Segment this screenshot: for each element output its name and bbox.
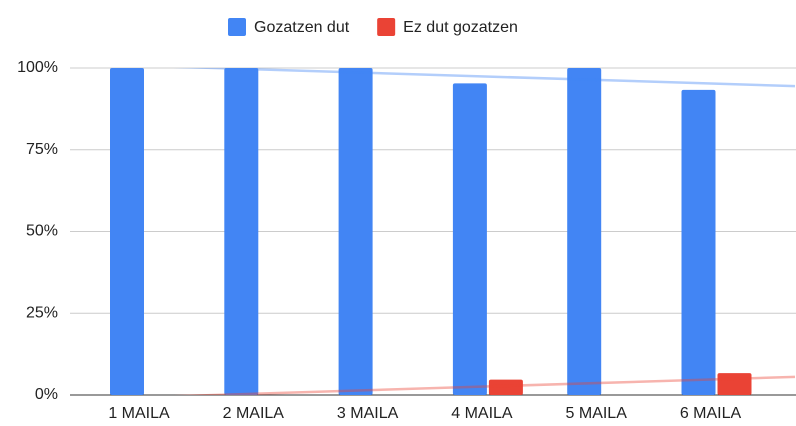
y-tick-label: 100%	[17, 59, 58, 76]
bar	[224, 68, 259, 395]
x-tick-label: 6 MAILA	[680, 405, 742, 422]
bar	[110, 68, 144, 395]
legend-swatch	[228, 18, 246, 36]
y-tick-label: 25%	[26, 304, 58, 321]
x-tick-label: 2 MAILA	[223, 405, 285, 422]
bar	[567, 68, 602, 395]
bar	[338, 68, 373, 395]
y-tick-label: 0%	[35, 386, 58, 403]
y-tick-label: 50%	[26, 223, 58, 240]
trendline	[173, 68, 796, 88]
x-tick-label: 4 MAILA	[451, 405, 513, 422]
legend-label: Ez dut gozatzen	[403, 19, 518, 36]
bar	[681, 89, 716, 395]
bar	[452, 83, 487, 395]
trendline	[173, 375, 796, 395]
legend-swatch	[377, 18, 396, 36]
x-tick-label: 5 MAILA	[566, 405, 628, 422]
legend-label: Gozatzen dut	[254, 19, 350, 36]
y-tick-label: 75%	[26, 141, 58, 158]
trendlines	[173, 68, 796, 395]
x-tick-label: 3 MAILA	[337, 405, 399, 422]
bar	[717, 373, 752, 395]
bar	[488, 379, 523, 395]
x-tick-label: 1 MAILA	[108, 405, 170, 422]
